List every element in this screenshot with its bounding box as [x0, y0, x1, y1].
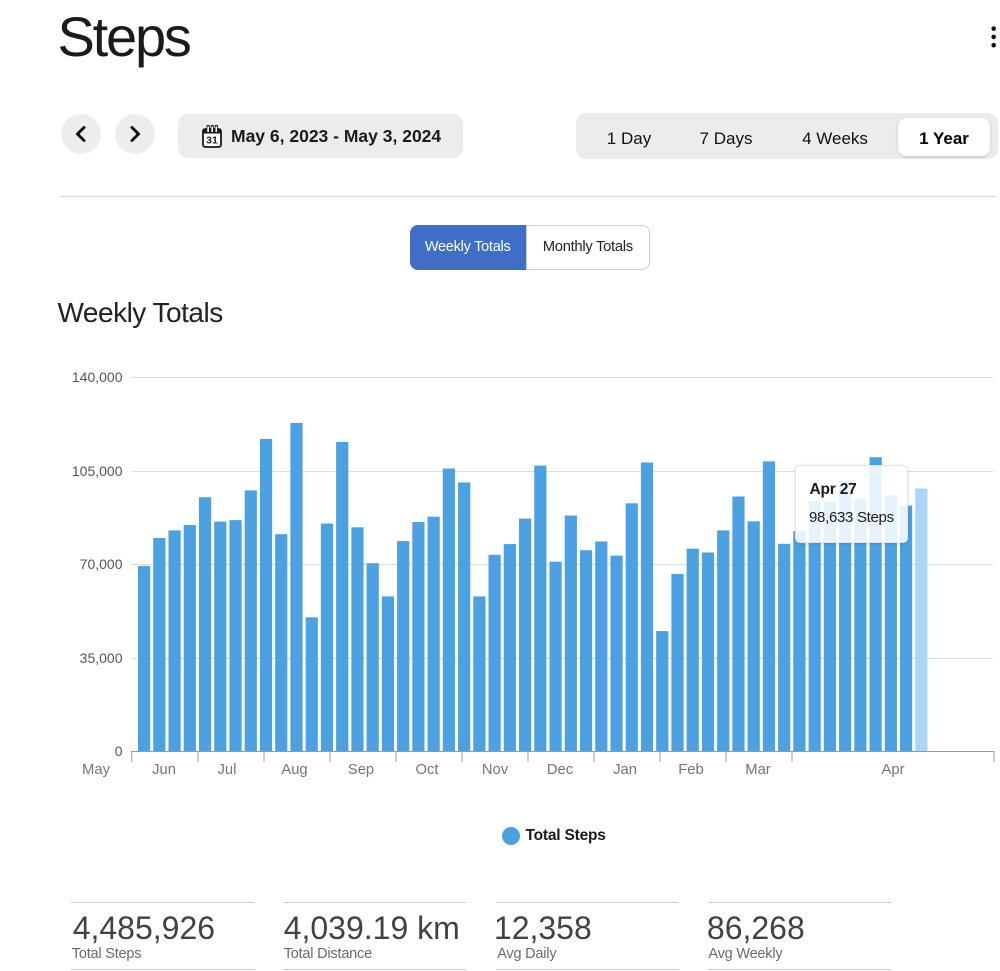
svg-text:Mar: Mar: [745, 762, 771, 778]
svg-text:70,000: 70,000: [80, 556, 123, 572]
svg-text:105,000: 105,000: [72, 463, 123, 479]
svg-text:35,000: 35,000: [80, 650, 123, 666]
svg-text:Feb: Feb: [678, 762, 704, 778]
svg-text:May: May: [82, 762, 111, 778]
svg-text:140,000: 140,000: [72, 369, 123, 385]
svg-text:Oct: Oct: [415, 762, 438, 778]
svg-text:Jun: Jun: [152, 762, 176, 778]
svg-text:Jan: Jan: [613, 762, 637, 778]
svg-text:Aug: Aug: [281, 762, 307, 778]
svg-text:Jul: Jul: [218, 762, 237, 778]
svg-text:31: 31: [206, 135, 218, 147]
svg-text:0: 0: [115, 743, 123, 759]
svg-text:Nov: Nov: [482, 762, 509, 778]
svg-text:Sep: Sep: [348, 762, 374, 778]
svg-text:Dec: Dec: [547, 762, 574, 778]
svg-text:Apr: Apr: [881, 762, 904, 778]
